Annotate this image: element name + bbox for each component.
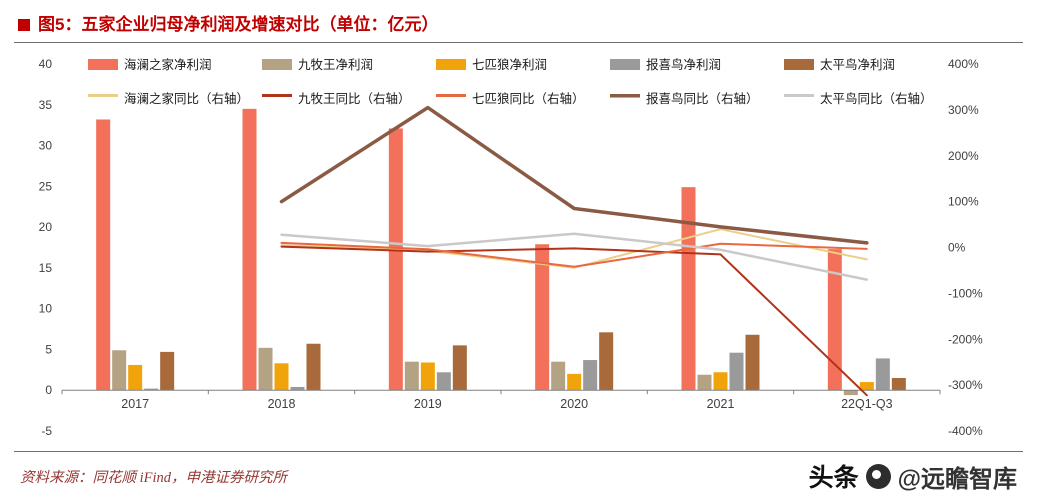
- svg-text:太平鸟同比（右轴）: 太平鸟同比（右轴）: [820, 91, 933, 106]
- svg-text:0%: 0%: [948, 241, 966, 255]
- svg-text:15: 15: [39, 261, 53, 275]
- svg-text:35: 35: [39, 98, 53, 112]
- watermark-handle: @远瞻智库: [897, 465, 1017, 493]
- legend-swatch: [262, 94, 292, 97]
- bar: [96, 119, 111, 391]
- svg-text:30: 30: [39, 139, 53, 153]
- bar: [875, 358, 890, 391]
- source-note: 资料来源：同花顺 iFind，申港证券研究所: [20, 469, 288, 486]
- header-divider: [14, 42, 1023, 43]
- bar: [160, 351, 175, 391]
- svg-text:100%: 100%: [948, 195, 979, 209]
- svg-text:七匹狼同比（右轴）: 七匹狼同比（右轴）: [472, 91, 585, 106]
- line-series: [280, 245, 868, 397]
- bar: [729, 352, 744, 391]
- figure-title: 图5：五家企业归母净利润及增速对比（单位：亿元）: [38, 15, 439, 34]
- svg-text:-200%: -200%: [948, 332, 983, 346]
- svg-text:2018: 2018: [268, 397, 296, 411]
- bar: [404, 361, 419, 391]
- legend-swatch: [610, 94, 640, 98]
- svg-text:2021: 2021: [707, 397, 735, 411]
- svg-text:-400%: -400%: [948, 424, 983, 438]
- legend: 海澜之家净利润 九牧王净利润 七匹狼净利润 报喜鸟净利润 太平鸟净利润海澜之家同比（右轴…: [88, 57, 933, 106]
- bar: [242, 108, 257, 391]
- bar: [859, 382, 874, 391]
- legend-swatch: [262, 59, 292, 70]
- bar-series-group: [96, 108, 906, 396]
- bar: [306, 343, 321, 391]
- chart-area: 40 35 30 25 20 15 10 5 0 -5 400% 300% 200% 100% 0% -100…: [0, 43, 1037, 443]
- bar: [681, 187, 696, 391]
- svg-text:九牧王净利润: 九牧王净利润: [298, 58, 373, 72]
- svg-text:-100%: -100%: [948, 286, 983, 300]
- figure-header: 图5：五家企业归母净利润及增速对比（单位：亿元）: [0, 0, 1037, 38]
- bar: [745, 334, 760, 391]
- svg-text:海澜之家同比（右轴）: 海澜之家同比（右轴）: [124, 91, 249, 106]
- bar: [551, 361, 566, 391]
- svg-text:200%: 200%: [948, 149, 979, 163]
- watermark: 头条 @远瞻智库: [809, 458, 1017, 494]
- bar: [713, 372, 728, 391]
- bar: [452, 345, 467, 391]
- legend-swatch: [436, 59, 466, 70]
- legend-swatch: [784, 94, 814, 97]
- bar: [567, 373, 582, 391]
- bar: [697, 374, 712, 391]
- svg-text:400%: 400%: [948, 57, 979, 71]
- svg-text:5: 5: [45, 342, 52, 356]
- axes: 40 35 30 25 20 15 10 5 0 -5 400% 300% 200% 100% 0% -100…: [39, 57, 983, 438]
- title-bullet-icon: [18, 19, 30, 31]
- svg-text:40: 40: [39, 57, 53, 71]
- bar: [290, 386, 305, 391]
- bar: [144, 388, 159, 391]
- yuanzhan-logo-icon: [865, 463, 891, 489]
- chart-svg: 40 35 30 25 20 15 10 5 0 -5 400% 300% 200% 100% 0% -100…: [39, 57, 983, 438]
- svg-text:0: 0: [45, 383, 52, 397]
- svg-text:太平鸟净利润: 太平鸟净利润: [820, 57, 895, 72]
- figure-footer: 资料来源：同花顺 iFind，申港证券研究所 头条 @远瞻智库: [0, 452, 1037, 494]
- svg-text:报喜鸟净利润: 报喜鸟净利润: [646, 57, 721, 72]
- line-series: [279, 105, 869, 245]
- bar: [843, 390, 858, 396]
- svg-text:10: 10: [39, 302, 53, 316]
- line-series: [280, 241, 868, 268]
- legend-swatch: [610, 59, 640, 70]
- svg-text:20: 20: [39, 220, 53, 234]
- bar: [827, 249, 842, 391]
- bar: [420, 362, 435, 391]
- line-series-group: [279, 105, 869, 397]
- bar: [535, 244, 550, 391]
- footer-divider: [14, 451, 1023, 452]
- svg-text:300%: 300%: [948, 103, 979, 117]
- svg-text:25: 25: [39, 179, 53, 193]
- svg-text:九牧王同比（右轴）: 九牧王同比（右轴）: [298, 91, 411, 106]
- svg-text:2019: 2019: [414, 397, 442, 411]
- svg-text:-5: -5: [41, 424, 52, 438]
- bar: [388, 128, 403, 391]
- svg-text:2020: 2020: [560, 397, 588, 411]
- svg-text:报喜鸟同比（右轴）: 报喜鸟同比（右轴）: [646, 91, 759, 106]
- svg-text:海澜之家净利润: 海澜之家净利润: [124, 57, 212, 72]
- bar: [274, 363, 289, 391]
- toutiao-brand-text: 头条: [808, 464, 859, 492]
- bar: [436, 372, 451, 391]
- bar: [891, 377, 906, 391]
- bar: [583, 360, 598, 391]
- bar: [599, 332, 614, 391]
- legend-swatch: [88, 94, 118, 97]
- bar: [258, 347, 273, 391]
- svg-text:22Q1-Q3: 22Q1-Q3: [841, 397, 892, 411]
- legend-swatch: [436, 94, 466, 97]
- bar: [128, 364, 143, 391]
- legend-swatch: [784, 59, 814, 70]
- svg-text:七匹狼净利润: 七匹狼净利润: [472, 57, 547, 72]
- svg-text:2017: 2017: [121, 397, 149, 411]
- legend-swatch: [88, 59, 118, 70]
- line-series: [280, 232, 869, 281]
- svg-text:-300%: -300%: [948, 378, 983, 392]
- bar: [112, 350, 127, 391]
